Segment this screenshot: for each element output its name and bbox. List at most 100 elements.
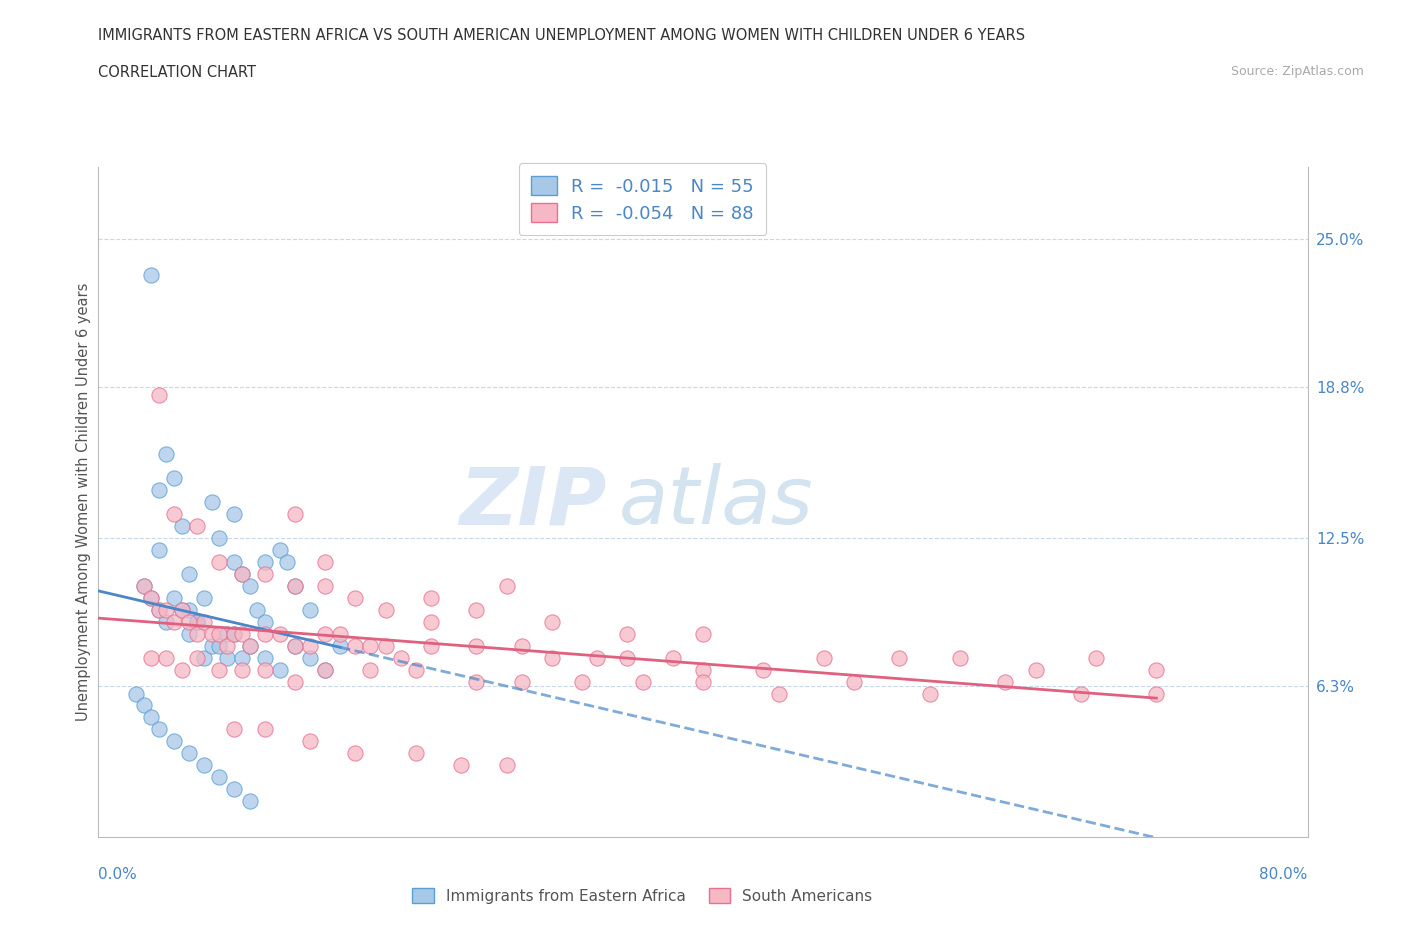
Point (495, 758, 517, 773)
Point (276, 554, 298, 569)
Point (208, 662, 231, 677)
Point (253, 650, 276, 665)
Point (299, 638, 322, 653)
Point (360, 638, 382, 653)
Point (224, 626, 246, 641)
Point (201, 495, 224, 510)
Point (141, 591, 163, 605)
Point (450, 758, 472, 773)
Point (586, 650, 609, 665)
Text: 0.0%: 0.0% (98, 867, 138, 883)
Point (844, 674, 866, 689)
Point (284, 578, 307, 593)
Point (692, 674, 714, 689)
Point (420, 638, 443, 653)
Point (389, 650, 412, 665)
Point (692, 626, 714, 641)
Point (284, 578, 307, 593)
Point (344, 746, 367, 761)
Point (215, 650, 238, 665)
Point (246, 603, 269, 618)
Point (510, 674, 533, 689)
Point (239, 578, 262, 593)
Point (231, 662, 253, 677)
Point (170, 662, 193, 677)
Point (253, 615, 276, 630)
Point (193, 591, 215, 605)
Point (132, 578, 155, 593)
Text: IMMIGRANTS FROM EASTERN AFRICA VS SOUTH AMERICAN UNEMPLOYMENT AMONG WOMEN WITH C: IMMIGRANTS FROM EASTERN AFRICA VS SOUTH … (98, 28, 1025, 43)
Point (495, 578, 517, 593)
Point (253, 722, 276, 737)
Point (314, 662, 336, 677)
Point (170, 603, 193, 618)
Point (284, 638, 307, 653)
Point (918, 686, 941, 701)
Point (284, 507, 307, 522)
Point (201, 638, 224, 653)
Text: ZIP: ZIP (458, 463, 606, 541)
Point (269, 626, 291, 641)
Point (949, 650, 972, 665)
Point (1070, 686, 1092, 701)
Point (148, 387, 170, 402)
Point (208, 770, 231, 785)
Point (193, 615, 215, 630)
Point (239, 793, 262, 808)
Point (662, 650, 685, 665)
Point (179, 626, 201, 641)
Point (186, 615, 208, 630)
Point (193, 650, 215, 665)
Point (231, 566, 253, 581)
Point (132, 578, 155, 593)
Point (170, 519, 193, 534)
Point (269, 542, 291, 557)
Point (141, 591, 163, 605)
Point (420, 591, 443, 605)
Point (541, 615, 564, 630)
Text: atlas: atlas (619, 463, 813, 541)
Point (155, 447, 177, 462)
Point (253, 566, 276, 581)
Point (179, 566, 201, 581)
Point (360, 662, 382, 677)
Point (510, 638, 533, 653)
Point (344, 638, 367, 653)
Y-axis label: Unemployment Among Women with Children Under 6 years: Unemployment Among Women with Children U… (76, 283, 91, 722)
Point (1085, 650, 1108, 665)
Point (208, 531, 231, 546)
Point (813, 650, 835, 665)
Point (752, 662, 775, 677)
Text: 80.0%: 80.0% (1260, 867, 1308, 883)
Point (215, 626, 238, 641)
Point (994, 674, 1017, 689)
Point (269, 662, 291, 677)
Point (208, 626, 231, 641)
Point (224, 722, 246, 737)
Point (299, 650, 322, 665)
Point (163, 471, 186, 485)
Point (141, 268, 163, 283)
Point (329, 638, 352, 653)
Point (179, 615, 201, 630)
Point (284, 674, 307, 689)
Point (208, 554, 231, 569)
Point (1146, 686, 1168, 701)
Point (186, 519, 208, 534)
Point (231, 626, 253, 641)
Point (193, 758, 215, 773)
Point (231, 566, 253, 581)
Point (465, 674, 488, 689)
Point (163, 615, 186, 630)
Point (170, 603, 193, 618)
Point (314, 662, 336, 677)
Point (616, 650, 638, 665)
Point (405, 746, 427, 761)
Point (329, 626, 352, 641)
Point (148, 542, 170, 557)
Point (314, 554, 336, 569)
Point (125, 686, 148, 701)
Point (616, 626, 638, 641)
Point (155, 650, 177, 665)
Point (179, 746, 201, 761)
